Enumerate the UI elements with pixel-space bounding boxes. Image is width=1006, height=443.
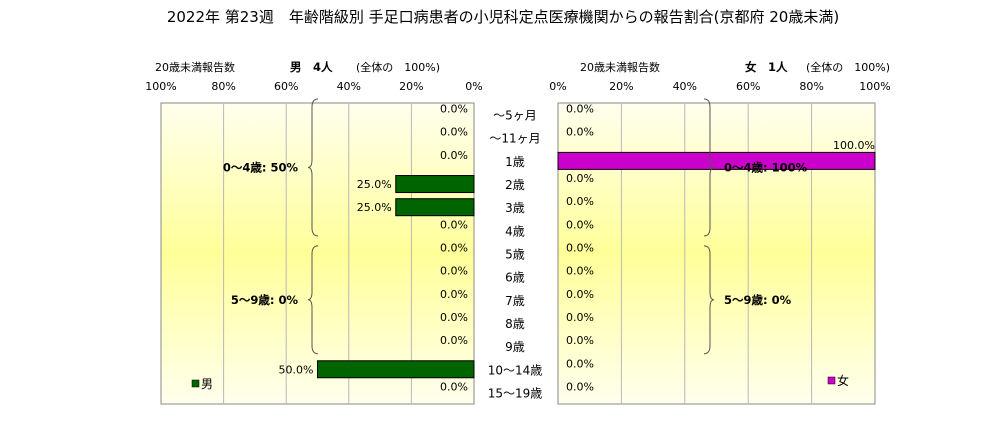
data-label-male: 25.0% bbox=[357, 178, 392, 191]
age-category-label: 10～14歳 bbox=[488, 363, 543, 377]
legend-label-male: 男 bbox=[201, 377, 213, 391]
x-tick-label-female: 80% bbox=[799, 80, 823, 93]
data-label-female: 0.0% bbox=[566, 126, 594, 139]
header-series-female: 女 1人 bbox=[745, 60, 788, 74]
age-category-label: 2歳 bbox=[505, 178, 525, 192]
group-brace-female-5-9 bbox=[703, 245, 715, 355]
data-label-male: 0.0% bbox=[440, 288, 468, 301]
header-series-male: 男 4人 bbox=[290, 60, 333, 74]
x-tick-label-male: 0% bbox=[465, 80, 482, 93]
data-label-male: 0.0% bbox=[440, 126, 468, 139]
x-tick-label-female: 20% bbox=[609, 80, 633, 93]
x-tick-label-female: 60% bbox=[736, 80, 760, 93]
data-label-female: 0.0% bbox=[566, 288, 594, 301]
data-label-female: 0.0% bbox=[566, 195, 594, 208]
age-category-label: 1歳 bbox=[505, 155, 525, 169]
legend-swatch-female bbox=[827, 376, 836, 385]
data-label-female: 0.0% bbox=[566, 380, 594, 393]
x-tick-label-male: 80% bbox=[211, 80, 235, 93]
group-brace-male-5-9 bbox=[307, 245, 319, 355]
age-category-label: ～11ヶ月 bbox=[489, 132, 540, 146]
x-tick-label-male: 20% bbox=[399, 80, 423, 93]
data-label-female: 0.0% bbox=[566, 334, 594, 347]
header-count-label-female: 20歳未満報告数 bbox=[580, 61, 660, 74]
age-category-label: 3歳 bbox=[505, 201, 525, 215]
bar-male bbox=[395, 175, 475, 194]
age-category-label: ～5ヶ月 bbox=[493, 109, 537, 123]
age-category-label: 8歳 bbox=[505, 317, 525, 331]
x-tick-label-female: 0% bbox=[549, 80, 566, 93]
header-count-label-male: 20歳未満報告数 bbox=[155, 61, 235, 74]
data-label-female: 0.0% bbox=[566, 218, 594, 231]
age-category-label: 15～19歳 bbox=[488, 386, 543, 400]
chart-title: 2022年 第23週 年齢階級別 手足口病患者の小児科定点医療機関からの報告割合… bbox=[166, 8, 840, 26]
x-tick-label-male: 60% bbox=[274, 80, 298, 93]
data-label-male: 0.0% bbox=[440, 218, 468, 231]
group-label-male-5-9: 5～9歳: 0% bbox=[231, 293, 299, 307]
data-label-male: 50.0% bbox=[279, 363, 314, 376]
group-label-female-5-9: 5～9歳: 0% bbox=[724, 293, 792, 307]
age-category-label: 5歳 bbox=[505, 248, 525, 262]
age-category-label: 9歳 bbox=[505, 340, 525, 354]
age-category-label: 6歳 bbox=[505, 271, 525, 285]
age-category-label: 4歳 bbox=[505, 224, 525, 238]
legend-label-female: 女 bbox=[837, 373, 849, 388]
data-label-male: 25.0% bbox=[357, 201, 392, 214]
group-brace-male-0-4 bbox=[307, 98, 319, 237]
data-label-female: 0.0% bbox=[566, 357, 594, 370]
x-tick-label-male: 100% bbox=[145, 80, 176, 93]
bar-male bbox=[395, 198, 475, 217]
legend-swatch-male bbox=[191, 379, 200, 388]
group-brace-female-0-4 bbox=[703, 98, 715, 237]
x-tick-label-female: 40% bbox=[673, 80, 697, 93]
data-label-male: 0.0% bbox=[440, 311, 468, 324]
labels: 100% 0% 80% 20% 60% 40% 40% 60% 20% 80% 0% 100% 20歳未… bbox=[145, 60, 890, 400]
bars bbox=[317, 151, 876, 379]
data-label-female: 0.0% bbox=[566, 265, 594, 278]
group-label-female-0-4: 0～4歳: 100% bbox=[724, 160, 808, 174]
header-total-female: (全体の 100%) bbox=[806, 60, 890, 74]
data-label-female: 0.0% bbox=[566, 242, 594, 255]
bar-male bbox=[317, 360, 475, 379]
data-label-male: 0.0% bbox=[440, 242, 468, 255]
plot-area-male bbox=[160, 102, 475, 405]
data-label-male: 0.0% bbox=[440, 380, 468, 393]
header-total-male: (全体の 100%) bbox=[356, 60, 440, 74]
data-label-male: 0.0% bbox=[440, 334, 468, 347]
bar-female bbox=[557, 151, 876, 170]
x-tick-label-female: 100% bbox=[859, 80, 890, 93]
age-category-label: 7歳 bbox=[505, 294, 525, 308]
data-label-female: 0.0% bbox=[566, 311, 594, 324]
data-label-female: 0.0% bbox=[566, 103, 594, 116]
x-tick-label-male: 40% bbox=[337, 80, 361, 93]
data-label-female: 0.0% bbox=[566, 172, 594, 185]
data-label-male: 0.0% bbox=[440, 149, 468, 162]
group-label-male-0-4: 0～4歳: 50% bbox=[223, 160, 299, 174]
data-label-female: 100.0% bbox=[833, 139, 875, 152]
data-label-male: 0.0% bbox=[440, 265, 468, 278]
data-label-male: 0.0% bbox=[440, 103, 468, 116]
plot-area-female bbox=[557, 102, 876, 405]
